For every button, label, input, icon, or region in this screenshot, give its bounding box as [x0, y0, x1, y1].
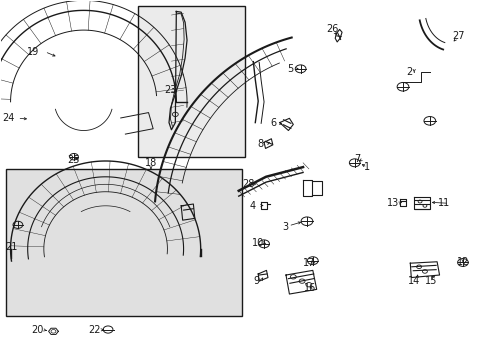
Text: 20: 20 — [31, 325, 43, 335]
Text: 9: 9 — [253, 276, 259, 286]
Text: 23: 23 — [164, 85, 176, 95]
Text: 8: 8 — [257, 139, 263, 149]
Text: 21: 21 — [5, 242, 18, 252]
Text: 1: 1 — [364, 162, 370, 172]
Text: 3: 3 — [282, 222, 288, 231]
Text: 7: 7 — [354, 154, 360, 164]
Text: 25: 25 — [67, 155, 80, 165]
Text: 19: 19 — [27, 46, 39, 57]
Text: 18: 18 — [144, 158, 157, 168]
Text: 14: 14 — [407, 276, 420, 286]
Text: 17: 17 — [303, 258, 315, 268]
Text: 2: 2 — [406, 67, 411, 77]
Text: 28: 28 — [242, 179, 254, 189]
Text: 26: 26 — [325, 24, 338, 35]
Text: 11: 11 — [437, 198, 449, 208]
Text: 13: 13 — [386, 198, 398, 208]
Text: 27: 27 — [451, 31, 464, 41]
Text: 24: 24 — [2, 113, 15, 123]
Bar — [138, 6, 244, 157]
Bar — [6, 169, 242, 316]
Text: 16: 16 — [304, 283, 316, 293]
Text: 12: 12 — [456, 257, 468, 267]
Text: 22: 22 — [88, 325, 101, 335]
Text: 5: 5 — [286, 64, 293, 74]
Text: 6: 6 — [270, 118, 276, 128]
Text: 15: 15 — [424, 276, 436, 286]
Text: 4: 4 — [249, 201, 255, 211]
Text: 10: 10 — [251, 238, 264, 248]
